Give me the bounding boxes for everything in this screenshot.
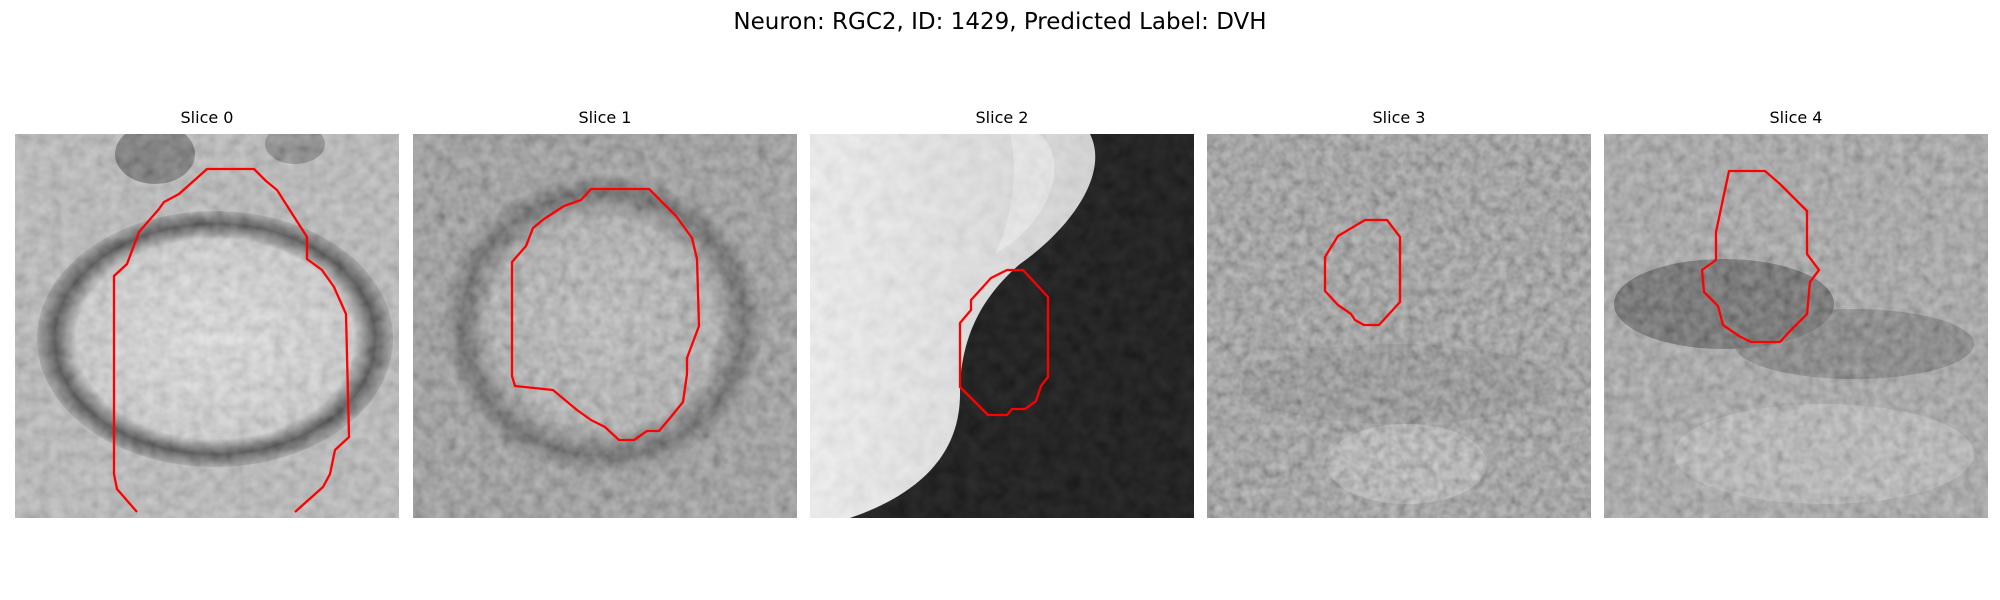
slice-image-0	[15, 134, 399, 518]
slice-title: Slice 4	[1604, 107, 1988, 129]
slice-image-2	[810, 134, 1194, 518]
slice-title: Slice 0	[15, 107, 399, 129]
slice-title: Slice 3	[1207, 107, 1591, 129]
figure-title: Neuron: RGC2, ID: 1429, Predicted Label:…	[0, 6, 2000, 38]
slice-image-3	[1207, 134, 1591, 518]
slice-image-4	[1604, 134, 1988, 518]
slice-title: Slice 1	[413, 107, 797, 129]
slice-image-1	[413, 134, 797, 518]
slice-title: Slice 2	[810, 107, 1194, 129]
